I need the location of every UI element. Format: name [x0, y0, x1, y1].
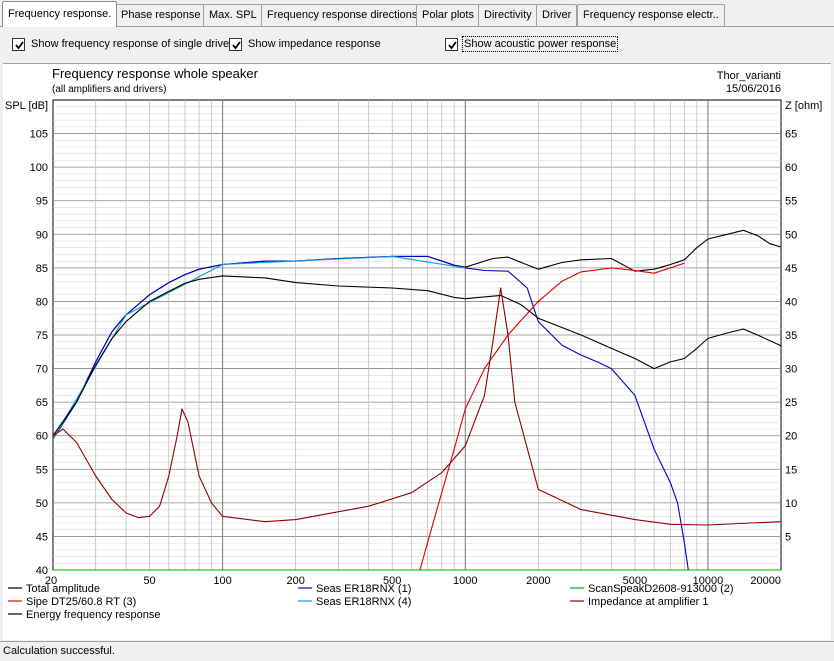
tab-directivity[interactable]: Directivity — [478, 4, 538, 26]
y-tick-label: 75 — [36, 330, 48, 342]
chart-title: Frequency response whole speaker — [52, 66, 259, 81]
options-bar: Show frequency response of single drive … — [0, 27, 834, 63]
single-drive-option[interactable]: Show frequency response of single drive — [12, 36, 229, 52]
series-line — [52, 275, 782, 437]
y2-tick-label: 5 — [785, 531, 791, 543]
chart-panel: Frequency response whole speaker (all am… — [3, 63, 831, 640]
chart-date: 15/06/2016 — [726, 83, 781, 95]
chart-ticks: 45 50 55 60 65 70 75 80 85 90 95 100 105 40 5 10 15 20 25 3… — [30, 129, 798, 587]
tab-polar-plots[interactable]: Polar plots — [416, 4, 480, 26]
legend-label: Impedance at amplifier 1 — [588, 596, 708, 608]
tab-phase-response[interactable]: Phase response — [115, 4, 207, 26]
checkmark-icon — [232, 40, 241, 49]
chart-series — [52, 229, 782, 571]
y2-tick-label: 30 — [785, 364, 797, 376]
tab-frequency-response-directions[interactable]: Frequency response directions — [261, 4, 424, 26]
x-tick-label: 10000 — [693, 575, 724, 587]
y-tick-label: 45 — [36, 531, 48, 543]
project-name: Thor_varianti — [717, 70, 781, 82]
x-tick-label: 20 — [45, 575, 57, 587]
acoustic-power-checkbox[interactable] — [445, 37, 458, 51]
y2-tick-label: 15 — [785, 464, 797, 476]
x-tick-label: 20000 — [750, 575, 781, 587]
legend-label: Energy frequency response — [26, 609, 161, 621]
y-tick-label: 55 — [36, 464, 48, 476]
y-tick-label: 105 — [30, 129, 48, 141]
impedance-checkbox[interactable] — [229, 37, 242, 51]
tab-divider — [0, 26, 834, 27]
y-tick-label: 95 — [36, 196, 48, 208]
chart-grid — [52, 99, 782, 571]
y2-tick-label: 55 — [785, 196, 797, 208]
frequency-response-chart: Frequency response whole speaker (all am… — [5, 66, 822, 621]
y-tick-label: 60 — [36, 431, 48, 443]
series-line — [419, 262, 685, 571]
y2-tick-label: 35 — [785, 330, 797, 342]
y2-tick-label: 25 — [785, 397, 797, 409]
legend-label: Seas ER18RNX (4) — [316, 596, 411, 608]
tab-frequency-response[interactable]: Frequency response. — [2, 1, 118, 27]
y-tick-label: 80 — [36, 296, 48, 308]
y2-tick-label: 60 — [785, 162, 797, 174]
impedance-label: Show impedance response — [248, 38, 381, 50]
x-tick-label: 2000 — [526, 575, 550, 587]
x-tick-label: 1000 — [453, 575, 477, 587]
impedance-option[interactable]: Show impedance response — [229, 36, 381, 52]
y-tick-label: 90 — [36, 229, 48, 241]
acoustic-power-label: Show acoustic power response — [461, 36, 619, 52]
x-tick-label: 50 — [143, 575, 155, 587]
legend-label: Seas ER18RNX (1) — [316, 583, 411, 595]
tab-max-spl[interactable]: Max. SPL — [203, 4, 263, 26]
y-tick-label: 70 — [36, 364, 48, 376]
y-tick-label: 40 — [36, 565, 48, 577]
y-tick-label: 100 — [30, 162, 48, 174]
chart-subtitle: (all amplifiers and drivers) — [52, 84, 166, 95]
x-tick-label: 500 — [383, 575, 401, 587]
x-tick-label: 5000 — [623, 575, 647, 587]
tab-frequency-response-electrical[interactable]: Frequency response electr.. — [577, 4, 725, 26]
legend-label: Sipe DT25/60.8 RT (3) — [26, 596, 136, 608]
y-axis-label: SPL [dB] — [5, 100, 48, 112]
y2-tick-label: 10 — [785, 498, 797, 510]
y-tick-label: 85 — [36, 263, 48, 275]
single-drive-label: Show frequency response of single drive — [31, 38, 230, 50]
series-line — [52, 255, 689, 571]
y2-tick-label: 20 — [785, 431, 797, 443]
y-tick-label: 65 — [36, 397, 48, 409]
series-line — [52, 287, 782, 526]
x-tick-label: 100 — [213, 575, 231, 587]
y2-axis-label: Z [ohm] — [785, 100, 822, 112]
y2-tick-label: 40 — [785, 296, 797, 308]
checkmark-icon — [15, 40, 24, 49]
x-tick-label: 200 — [286, 575, 304, 587]
y2-tick-label: 65 — [785, 129, 797, 141]
tab-driver[interactable]: Driver — [536, 4, 578, 26]
legend-label: ScanSpeakD2608-913000 (2) — [588, 583, 734, 595]
legend-label: Total amplitude — [26, 583, 100, 595]
status-bar: Calculation successful. — [0, 641, 834, 661]
y-tick-label: 50 — [36, 498, 48, 510]
y2-tick-label: 50 — [785, 229, 797, 241]
checkmark-icon — [448, 40, 457, 49]
single-drive-checkbox[interactable] — [12, 37, 25, 51]
status-text: Calculation successful. — [3, 645, 115, 657]
acoustic-power-option[interactable]: Show acoustic power response — [445, 36, 619, 52]
chart-legend: Total amplitude Seas ER18RNX (1) ScanSpeak… — [8, 583, 734, 621]
y2-tick-label: 45 — [785, 263, 797, 275]
tab-bar: Frequency response. Phase response Max. … — [0, 0, 834, 27]
